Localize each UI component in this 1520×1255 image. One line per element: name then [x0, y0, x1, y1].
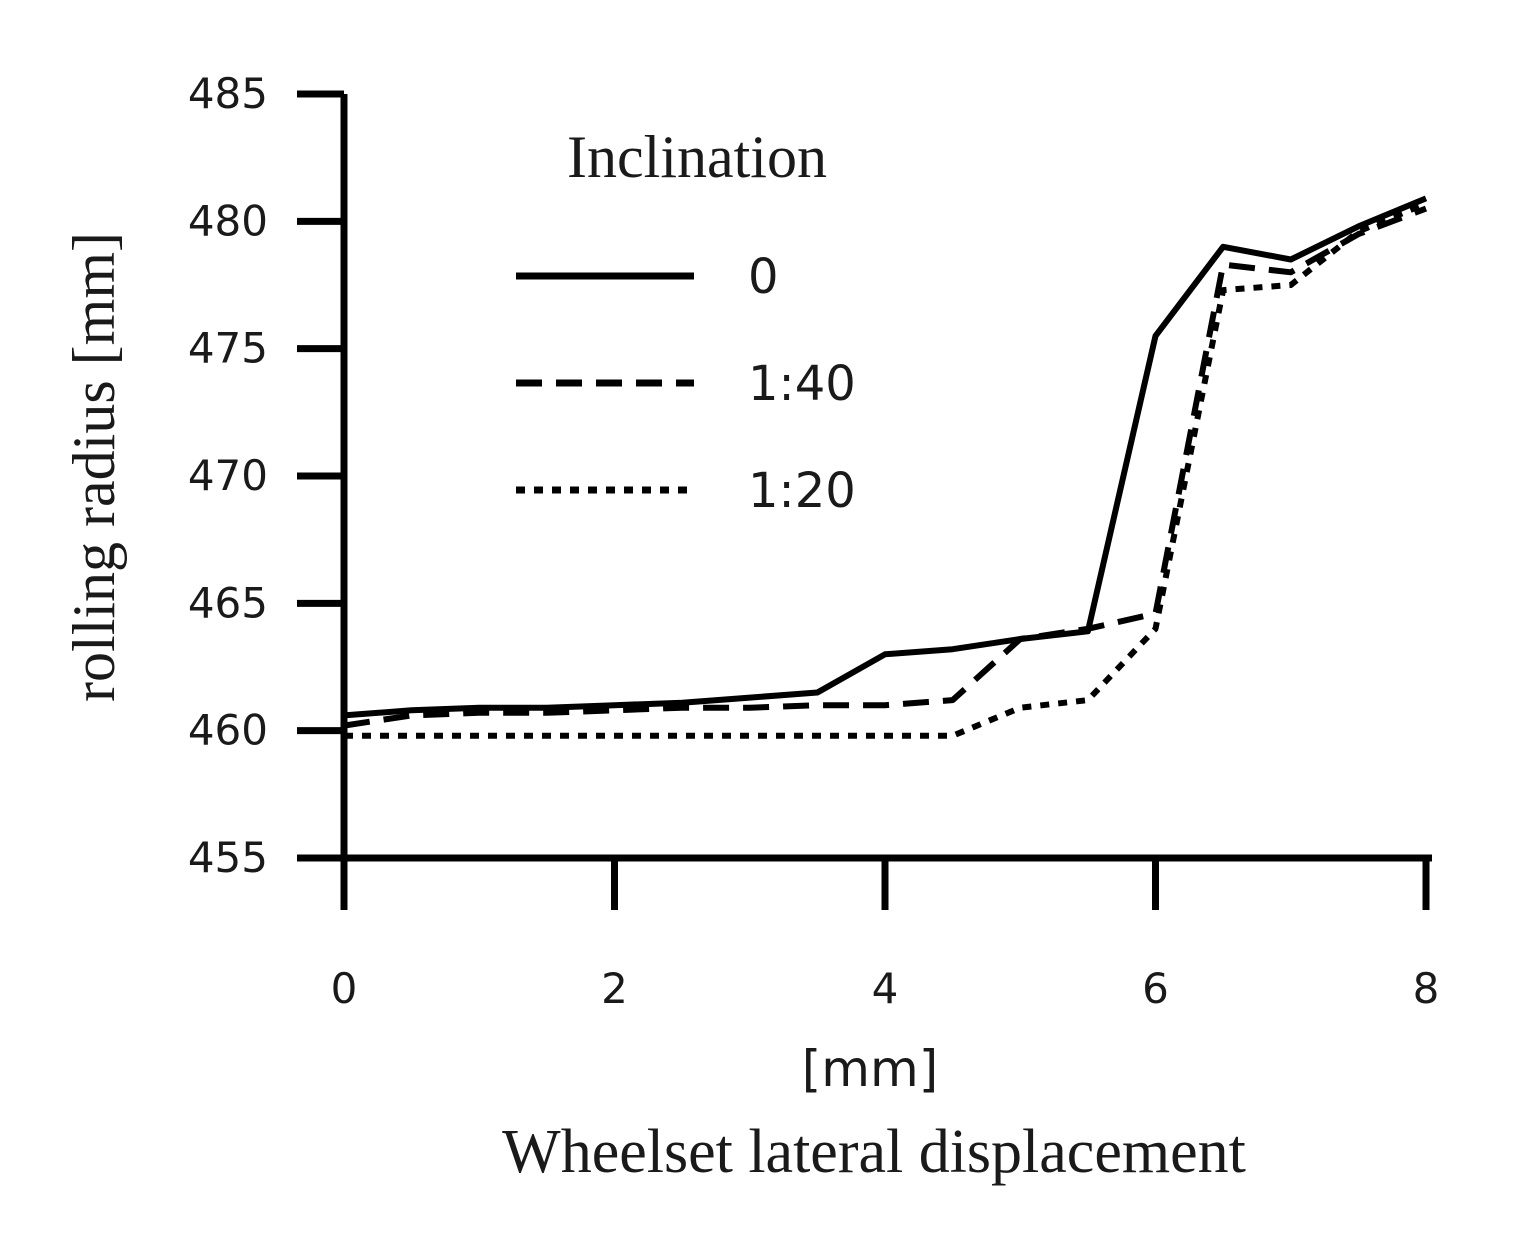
- legend-label: 1:40: [748, 356, 856, 412]
- legend-label: 1:20: [748, 463, 856, 519]
- y-tick-label: 465: [188, 578, 268, 627]
- y-tick-label: 475: [188, 324, 268, 373]
- y-axis-title: rolling radius [mm]: [61, 232, 127, 702]
- x-axis-unit-label: [mm]: [802, 1040, 938, 1098]
- series-layer: [343, 195, 1428, 739]
- legend-label: 0: [748, 249, 779, 305]
- series-line-2: [343, 205, 1428, 729]
- y-tick-label: 455: [188, 833, 268, 882]
- x-tick-label: 2: [601, 964, 628, 1013]
- legend: Inclination 0 1:40 1:20: [516, 124, 856, 519]
- x-tick-label: 0: [331, 964, 358, 1013]
- x-tick-label: 4: [872, 964, 899, 1013]
- x-axis-title: Wheelset lateral displacement: [502, 1118, 1246, 1186]
- y-tick-label: 470: [188, 451, 268, 500]
- legend-entries: 0 1:40 1:20: [516, 249, 856, 519]
- x-tick-label: 8: [1413, 964, 1440, 1013]
- x-tick-label: 6: [1142, 964, 1169, 1013]
- y-ticks: 455 460 465 470 475 480 485: [188, 69, 344, 882]
- y-tick-label: 480: [188, 196, 268, 245]
- series-line-3: [344, 200, 1428, 739]
- legend-title: Inclination: [567, 124, 827, 190]
- y-tick-label: 485: [188, 69, 268, 118]
- x-ticks: 0 2 4 6 8: [331, 858, 1440, 1013]
- series-line-1: [343, 195, 1428, 719]
- y-tick-label: 460: [188, 706, 268, 755]
- axes: [297, 94, 1432, 910]
